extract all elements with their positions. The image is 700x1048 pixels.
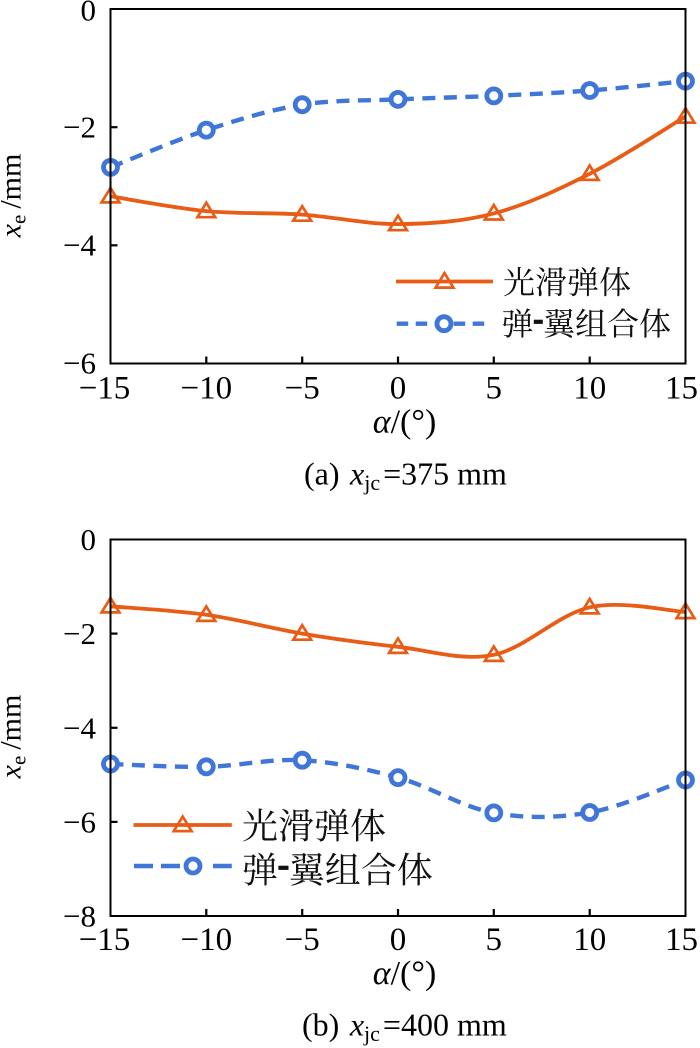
svg-text:0: 0: [390, 371, 407, 407]
svg-text:−6: −6: [63, 345, 96, 380]
svg-text:15: 15: [665, 922, 698, 958]
svg-text:−5: −5: [285, 922, 320, 958]
svg-text:5: 5: [486, 922, 503, 958]
svg-text:xe /mm: xe /mm: [0, 695, 31, 780]
svg-text:5: 5: [486, 371, 503, 407]
svg-text:−2: −2: [63, 109, 96, 144]
svg-text:0: 0: [81, 522, 97, 557]
svg-text:α/(°): α/(°): [373, 404, 437, 441]
svg-text:10: 10: [573, 371, 606, 407]
svg-text:−2: −2: [63, 616, 96, 651]
svg-text:−15: −15: [79, 371, 131, 407]
svg-text:0: 0: [81, 0, 97, 28]
svg-text:0: 0: [390, 922, 407, 958]
svg-text:−15: −15: [79, 922, 131, 958]
svg-text:(b) xjc=400 mm: (b) xjc=400 mm: [302, 1007, 507, 1047]
svg-text:−4: −4: [63, 710, 96, 745]
svg-text:−8: −8: [63, 899, 96, 934]
svg-text:α/(°): α/(°): [373, 955, 437, 992]
svg-text:−10: −10: [180, 922, 232, 958]
svg-text:15: 15: [665, 371, 698, 407]
svg-text:xe /mm: xe /mm: [0, 154, 31, 239]
svg-text:(a) xjc=375 mm: (a) xjc=375 mm: [304, 456, 507, 496]
svg-text:10: 10: [573, 922, 606, 958]
svg-text:−10: −10: [180, 371, 232, 407]
svg-text:−5: −5: [285, 371, 320, 407]
svg-text:−6: −6: [63, 804, 96, 839]
svg-text:−4: −4: [63, 228, 96, 263]
